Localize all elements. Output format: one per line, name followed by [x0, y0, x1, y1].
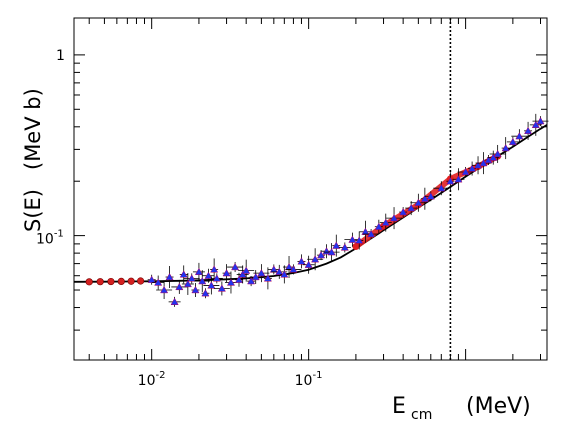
blue-point: [194, 267, 203, 276]
blue-point: [524, 126, 533, 134]
red-point: [107, 277, 115, 286]
blue-point: [531, 120, 540, 128]
blue-point: [501, 143, 510, 152]
x-tick-label-exponent: -2: [156, 370, 166, 381]
blue-point: [437, 184, 446, 192]
blue-point: [536, 117, 545, 125]
blue-point: [247, 277, 256, 285]
blue-point: [317, 251, 326, 259]
y-tick-label-base: 10: [36, 232, 54, 248]
blue-point: [374, 222, 383, 230]
fit-curve-group: [73, 124, 548, 283]
blue-point: [390, 213, 399, 222]
blue-point: [222, 269, 231, 277]
blue-point: [207, 281, 216, 289]
y-axis-label-main: S(E): [21, 189, 45, 232]
blue-point: [348, 235, 357, 243]
blue-point: [191, 285, 200, 294]
blue-point: [454, 175, 463, 183]
x-tick-label-base: 10: [138, 373, 156, 389]
blue-point: [474, 161, 483, 169]
fit-curve: [73, 124, 548, 283]
x-tick-label-base: 10: [295, 373, 313, 389]
blue-point: [234, 275, 244, 283]
blue-point: [426, 192, 435, 200]
blue-point: [183, 279, 192, 288]
blue-point: [231, 262, 240, 271]
blue-point: [493, 149, 502, 158]
blue-point: [327, 248, 336, 256]
blue-point: [147, 275, 156, 283]
red-point: [96, 278, 104, 286]
y-axis-label: S(E) (MeV b): [21, 88, 45, 232]
blue-point: [461, 167, 470, 176]
blue-point: [280, 270, 289, 278]
plot-frame: [73, 17, 548, 361]
blue-point: [285, 262, 294, 271]
red-band-point: [352, 243, 360, 251]
blue-point: [414, 198, 423, 206]
blue-point: [399, 207, 408, 216]
y-tick-label: 10-1: [36, 229, 64, 248]
blue-point: [489, 153, 498, 161]
red-point: [85, 278, 93, 286]
blue-point: [154, 278, 163, 286]
blue-point: [361, 227, 370, 235]
red-point: [136, 277, 145, 285]
x-tick-label: 10-2: [138, 370, 166, 389]
blue-point: [407, 203, 416, 212]
x-axis-label-main: E: [392, 394, 406, 419]
blue-point: [468, 164, 477, 172]
blue-point: [226, 278, 235, 286]
blue-point: [340, 243, 349, 251]
blue-point: [242, 266, 251, 274]
y-axis-label-unit: (MeV b): [21, 88, 45, 170]
blue-point: [212, 274, 221, 282]
blue-point: [515, 132, 524, 140]
blue-point: [304, 260, 313, 268]
blue-point: [175, 282, 184, 291]
red-point: [127, 277, 135, 285]
x-axis-label-sub: cm: [411, 407, 432, 423]
x-axis-label: E cm (MeV): [392, 394, 531, 423]
blue-point: [269, 265, 278, 273]
blue-point: [257, 269, 266, 277]
blue-point: [238, 270, 247, 278]
tick-labels: 10-2 10-110-11: [36, 48, 322, 389]
blue-point: [251, 272, 260, 281]
blue-point: [165, 272, 174, 281]
blue-point: [508, 137, 517, 146]
blue-point: [297, 257, 306, 265]
blue-point: [355, 236, 364, 244]
blue-point: [446, 177, 455, 185]
blue-point: [170, 297, 179, 305]
blue-point: [311, 255, 320, 263]
x-tick-label-exponent: -1: [312, 370, 322, 381]
points-group: [85, 113, 549, 307]
blue-point: [204, 271, 213, 279]
blue-point: [210, 265, 219, 273]
y-tick-label-exponent: -1: [54, 229, 64, 240]
blue-point: [332, 241, 341, 249]
blue-point: [179, 270, 188, 278]
y-tick-label: 1: [56, 48, 65, 64]
blue-point: [275, 267, 284, 276]
blue-point: [198, 277, 207, 285]
blue-point: [420, 194, 429, 202]
blue-point: [367, 229, 376, 238]
blue-point: [263, 274, 272, 282]
blue-point: [217, 284, 226, 292]
blue-point: [160, 285, 169, 294]
x-tick-label: 10-1: [295, 370, 323, 389]
blue-point: [289, 265, 298, 273]
blue-point: [381, 218, 390, 226]
axis-ticks: [74, 18, 547, 360]
x-axis-label-unit: (MeV): [466, 394, 531, 419]
blue-point: [187, 274, 196, 282]
blue-point: [201, 289, 210, 297]
red-point: [117, 277, 125, 286]
